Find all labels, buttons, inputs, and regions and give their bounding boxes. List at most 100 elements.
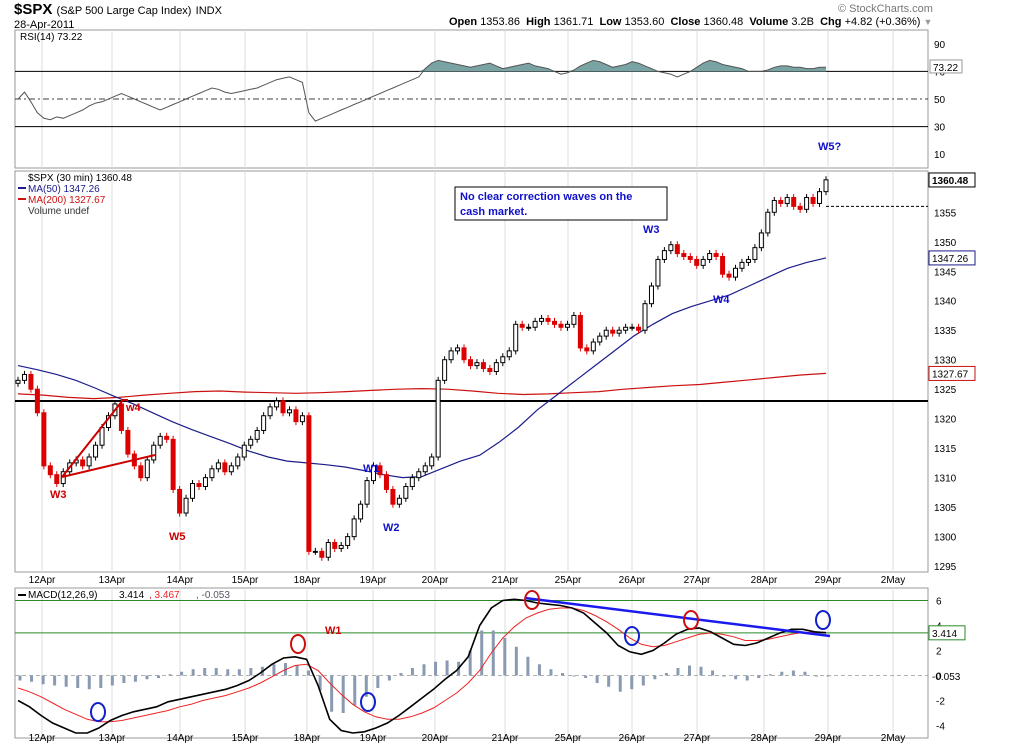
candle-body — [461, 347, 467, 361]
macd-y-tick-label: -4 — [936, 722, 945, 733]
volume-label: Volume — [749, 16, 789, 28]
candle-body — [474, 362, 480, 367]
annotation-w3-red: W3 — [50, 489, 67, 501]
macd-histogram-bar — [630, 675, 634, 690]
macd-histogram-bar — [791, 670, 795, 676]
x-tick-label-macd: 26Apr — [619, 733, 646, 744]
chg-dropdown-icon[interactable]: ▼ — [923, 17, 933, 27]
macd-histogram-bar — [687, 665, 691, 676]
candle-body — [351, 518, 357, 538]
candle-body — [526, 326, 532, 329]
open-label: Open — [449, 16, 478, 28]
candle-body — [500, 356, 506, 364]
macd-histogram-bar — [780, 671, 784, 676]
candle-body — [125, 429, 131, 455]
candle-body — [442, 359, 448, 381]
candle-body — [758, 232, 764, 249]
candle-body — [791, 197, 797, 207]
rsi-legend: RSI(14) 73.22 — [20, 32, 83, 43]
candle-body — [771, 199, 777, 213]
macd-histogram-bar — [480, 630, 484, 676]
stockcharts-watermark[interactable]: © StockCharts.com — [838, 3, 933, 15]
macd-histogram-bar — [514, 646, 518, 676]
candle-body — [377, 465, 383, 476]
red-wave-trendline-lower — [61, 454, 156, 478]
macd-histogram-bar — [87, 675, 91, 690]
rsi-value-box — [929, 59, 963, 74]
ma50-value-box — [928, 250, 976, 266]
candle-body — [655, 258, 661, 287]
candle-body — [202, 477, 208, 487]
macd-histogram-bar — [376, 675, 380, 688]
quote-bar: Open 1353.86 High 1361.71 Low 1353.60 Cl… — [449, 16, 932, 28]
candle-body — [707, 253, 713, 260]
price-legend-ma50: MA(50) 1347.26 — [28, 184, 100, 195]
macd-histogram-bar — [237, 669, 241, 676]
ma200-value-box — [928, 365, 976, 381]
price-y-tick-label: 1350 — [934, 238, 957, 249]
candle-body — [797, 205, 803, 210]
macd-histogram-bar — [734, 675, 738, 680]
high-value: 1361.71 — [553, 16, 594, 28]
macd-circle-red-2 — [524, 590, 540, 610]
candle-body — [209, 468, 215, 479]
candle-body — [403, 485, 409, 499]
macd-histogram-bar — [468, 650, 472, 676]
macd-circle-blue-4 — [815, 610, 831, 630]
macd-y-tick-label: 0 — [936, 672, 942, 683]
candle-body — [254, 429, 260, 440]
x-tick-label-macd: 15Apr — [232, 733, 259, 744]
candle-body — [804, 197, 810, 210]
price-legend-symbol: $SPX (30 min) 1360.48 — [28, 173, 132, 184]
candle-body — [228, 465, 234, 473]
macd-histogram-bar — [676, 668, 680, 676]
candle-body — [306, 415, 312, 552]
macd-value-box — [928, 625, 966, 641]
candle-body — [435, 379, 441, 458]
candle-body — [610, 329, 616, 334]
price-y-tick-label: 1295 — [934, 562, 957, 573]
x-tick-label-price: 19Apr — [360, 575, 387, 586]
last-price-box — [928, 172, 976, 188]
price-y-tick-label: 1320 — [934, 415, 957, 426]
candle-body — [590, 341, 596, 352]
annotation-w5-question: W5? — [818, 141, 842, 153]
candle-body — [455, 347, 461, 352]
macd-y-tick-label: -2 — [936, 697, 945, 708]
macd-histogram-bar — [353, 675, 357, 706]
ma50-value-label: 1347.26 — [932, 254, 969, 265]
candle-body — [261, 415, 267, 431]
candle-body — [196, 483, 202, 487]
price-legend-ma200: MA(200) 1327.67 — [28, 195, 106, 206]
candle-body — [93, 444, 99, 458]
candle-body — [571, 314, 577, 325]
macd-histogram-bar — [341, 675, 345, 713]
macd-histogram-bar — [18, 675, 22, 681]
price-y-tick-label: 1330 — [934, 356, 957, 367]
macd-histogram-bar — [399, 673, 403, 676]
candle-body — [661, 250, 667, 260]
macd-histogram-bar — [664, 673, 668, 676]
macd-histogram-bar — [445, 660, 449, 676]
macd-histogram-bar — [41, 675, 45, 685]
red-wave-trendline-upper — [61, 399, 128, 478]
candle-body — [629, 326, 635, 329]
candle-body — [409, 477, 415, 487]
x-tick-label-price: 18Apr — [294, 575, 321, 586]
macd-histogram-bar — [526, 656, 530, 676]
macd-histogram-bar — [503, 638, 507, 676]
price-y-tick-label: 1300 — [934, 533, 957, 544]
macd-histogram-bar — [214, 668, 218, 676]
macd-y-tick-label: 6 — [936, 597, 942, 608]
candle-body — [241, 444, 247, 458]
candle-body — [312, 550, 318, 553]
x-tick-label-price: 21Apr — [492, 575, 519, 586]
annotation-w1-blue: W1 — [363, 463, 380, 475]
macd-panel-frame — [14, 587, 929, 739]
price-y-tick-label: 1315 — [934, 444, 957, 455]
rsi-y-tick-label: 50 — [934, 95, 946, 106]
last-price-label: 1360.48 — [932, 176, 969, 187]
macd-circle-blue-2 — [360, 692, 376, 712]
macd-legend-title: MACD(12,26,9) — [28, 590, 97, 601]
x-tick-label-macd: 20Apr — [422, 733, 449, 744]
